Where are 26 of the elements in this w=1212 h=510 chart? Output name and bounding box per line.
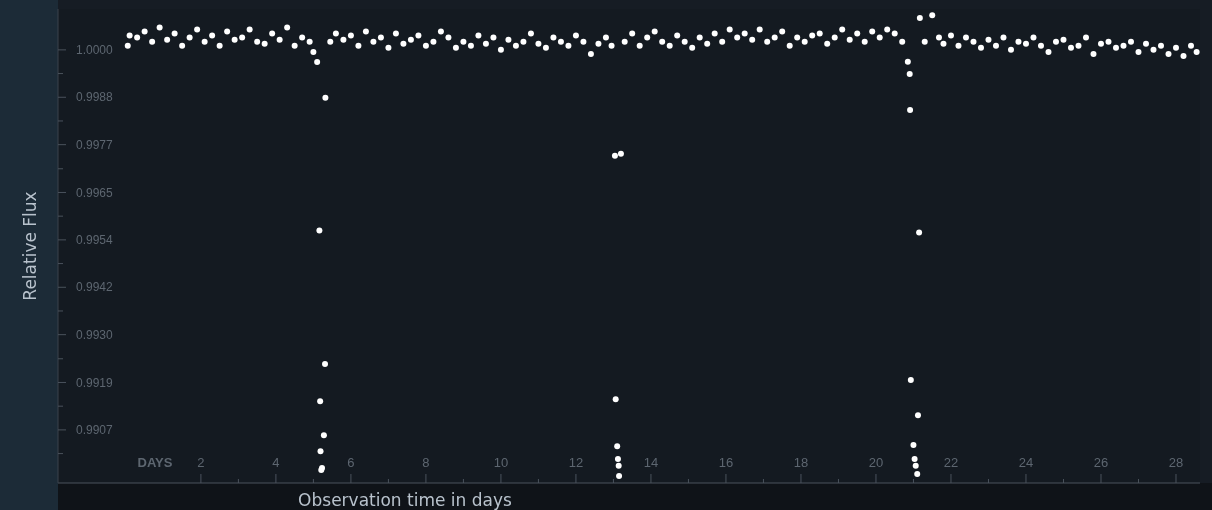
annotation: DAYS bbox=[137, 455, 173, 470]
y-tick-label: 0.9954 bbox=[76, 233, 114, 248]
y-tick-label: 0.9942 bbox=[76, 280, 114, 295]
x-tick-label: 8 bbox=[422, 455, 430, 470]
x-tick-label: 14 bbox=[643, 455, 659, 470]
x-tick-label: 24 bbox=[1018, 455, 1034, 470]
y-tick-label: 0.9977 bbox=[76, 137, 114, 152]
x-tick-label: 26 bbox=[1093, 455, 1109, 470]
y-tick-label: 0.9965 bbox=[76, 185, 114, 200]
x-tick-label: 18 bbox=[793, 455, 809, 470]
x-tick-label: 20 bbox=[868, 455, 884, 470]
x-tick-label: 12 bbox=[568, 455, 584, 470]
x-tick-label: 4 bbox=[272, 455, 280, 470]
x-tick-label: 28 bbox=[1168, 455, 1184, 470]
y-tick-label: 0.9930 bbox=[76, 327, 114, 342]
x-tick-label: 2 bbox=[197, 455, 205, 470]
x-tick-label: 6 bbox=[347, 455, 355, 470]
x-tick-label: 16 bbox=[718, 455, 734, 470]
y-tick-label: 0.9919 bbox=[76, 375, 114, 390]
y-tick-label: 0.9988 bbox=[76, 90, 114, 105]
x-tick-label: 10 bbox=[493, 455, 509, 470]
x-tick-label: 22 bbox=[943, 455, 959, 470]
y-tick-label: 0.9907 bbox=[76, 423, 114, 438]
y-axis-title: Relative Flux bbox=[20, 191, 40, 301]
y-tick-label: 1.0000 bbox=[76, 43, 114, 58]
x-axis-title: Observation time in days bbox=[298, 490, 513, 510]
